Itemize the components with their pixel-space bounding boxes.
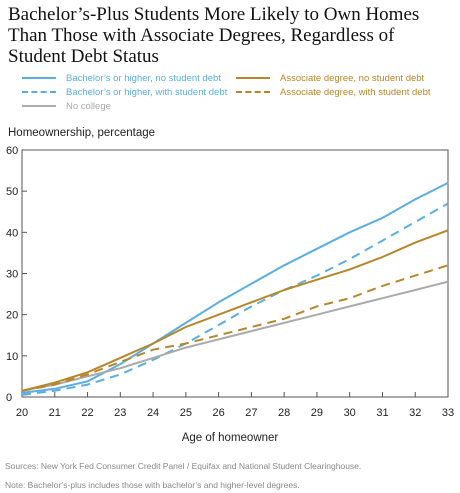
x-tick-label: 21 xyxy=(49,407,61,419)
y-tick-label: 10 xyxy=(6,351,18,363)
series-line-2 xyxy=(21,280,449,392)
legend-label: No college xyxy=(66,100,111,112)
legend-swatch xyxy=(22,77,56,79)
series-line-1 xyxy=(21,202,449,396)
x-tick-label: 22 xyxy=(81,407,93,419)
legend-swatch xyxy=(236,91,270,93)
legend-item-associate-with-debt: Associate degree, with student debt xyxy=(236,85,431,99)
y-tick-label: 0 xyxy=(6,392,12,404)
legend-swatch xyxy=(22,91,56,93)
x-tick-label: 20 xyxy=(16,407,28,419)
chart-legend: Bachelor’s or higher, no student debt Ba… xyxy=(0,0,460,112)
y-axis-label: Homeownership, percentage xyxy=(8,127,156,139)
source-note: Sources: New York Fed Consumer Credit Pa… xyxy=(5,461,362,471)
x-tick-label: 30 xyxy=(344,407,356,419)
x-tick-label: 25 xyxy=(180,407,192,419)
x-tick-label: 23 xyxy=(114,407,126,419)
y-tick-label: 50 xyxy=(6,186,18,198)
legend-swatch xyxy=(22,105,56,107)
x-tick-label: 29 xyxy=(311,407,323,419)
legend-item-associate-no-debt: Associate degree, no student debt xyxy=(236,71,424,85)
legend-swatch xyxy=(236,77,270,79)
chart-title: Bachelor’s-Plus Students More Likely to … xyxy=(8,4,420,67)
x-tick-label: 27 xyxy=(245,407,257,419)
legend-label: Bachelor’s or higher, no student debt xyxy=(66,72,221,84)
x-tick-label: 24 xyxy=(147,407,159,419)
x-axis-label: Age of homeowner xyxy=(181,432,279,444)
y-tick-label: 60 xyxy=(6,145,18,157)
legend-item-bachelors-with-debt: Bachelor’s or higher, with student debt xyxy=(22,85,227,99)
y-tick-label: 30 xyxy=(6,269,18,281)
footnote: Note: Bachelor’s-plus includes those wit… xyxy=(5,480,300,490)
series-line-3 xyxy=(21,229,449,392)
plot-frame xyxy=(21,149,449,398)
legend-label: Bachelor’s or higher, with student debt xyxy=(66,86,228,98)
x-tick-label: 32 xyxy=(409,407,421,419)
legend-label: Associate degree, no student debt xyxy=(280,72,425,84)
legend-label: Associate degree, with student debt xyxy=(280,86,431,98)
legend-item-bachelors-no-debt: Bachelor’s or higher, no student debt xyxy=(22,71,221,85)
x-tick-label: 31 xyxy=(376,407,388,419)
y-tick-label: 20 xyxy=(6,310,18,322)
legend-item-no-college: No college xyxy=(22,99,111,113)
x-tick-label: 26 xyxy=(212,407,224,419)
x-tick-label: 33 xyxy=(442,407,454,419)
series-line-0 xyxy=(21,182,449,394)
x-tick-label: 28 xyxy=(278,407,290,419)
y-tick-label: 40 xyxy=(6,227,18,239)
